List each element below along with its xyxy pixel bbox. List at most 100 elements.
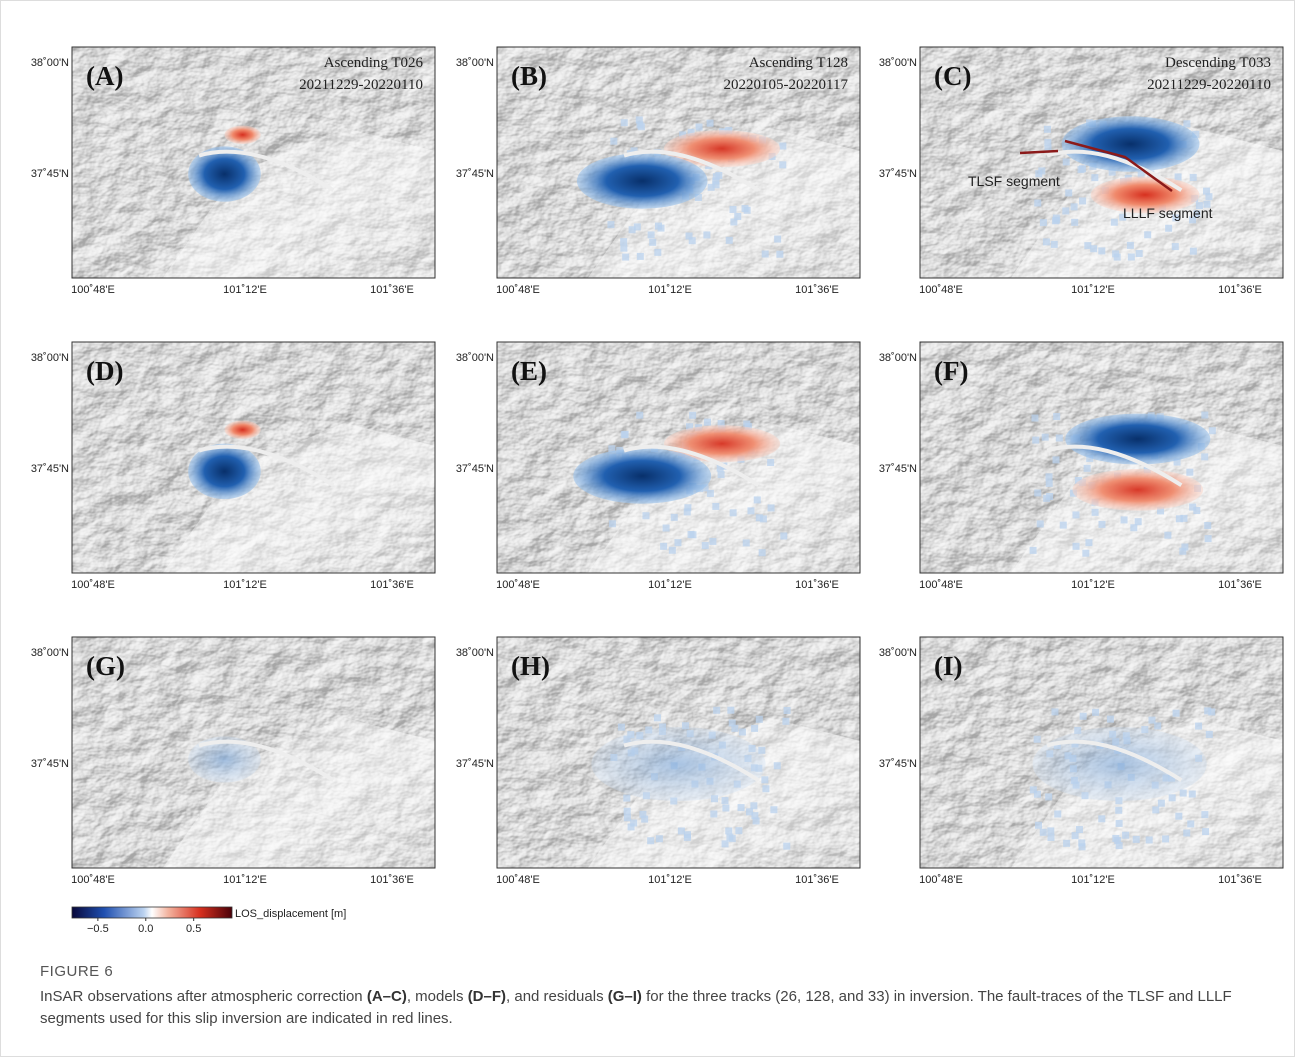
pixel xyxy=(717,471,725,479)
panel-frame xyxy=(496,636,861,869)
panel-title: Descending T033 xyxy=(1165,55,1271,71)
fault-gap xyxy=(623,739,760,782)
pixel xyxy=(1192,130,1200,138)
pixel xyxy=(1201,411,1209,419)
valley xyxy=(587,422,860,573)
caption-span: for the three tracks (26, 128, and 33) i… xyxy=(40,988,1232,1027)
pixel xyxy=(1070,203,1078,211)
panels: (A) Ascending T026 20211229-20220110 38˚00'… xyxy=(31,46,1284,886)
panel-label: (C) xyxy=(934,61,971,91)
pixel xyxy=(1092,708,1100,716)
pixel xyxy=(729,205,737,213)
pixel xyxy=(1063,839,1071,847)
pixel xyxy=(1029,546,1037,554)
deformation-patch xyxy=(1032,727,1207,802)
panel-title: Ascending T128 xyxy=(749,55,848,71)
pixel xyxy=(706,489,714,497)
map-body xyxy=(72,47,435,278)
pixel xyxy=(734,213,742,221)
caption-text: InSAR observations after atmospheric cor… xyxy=(40,986,1255,1030)
fault-gap xyxy=(198,444,335,487)
pixel xyxy=(681,722,689,730)
pixel xyxy=(1175,812,1183,820)
x-axis-label: 101˚36'E xyxy=(1218,579,1262,591)
pixel xyxy=(639,810,647,818)
pixel xyxy=(1047,827,1055,835)
y-axis-label: 38˚00'N xyxy=(456,647,494,659)
pixel xyxy=(608,520,616,528)
colorbar-tick-label: −0.5 xyxy=(87,923,109,935)
pixel xyxy=(751,724,759,732)
pixel xyxy=(617,723,625,731)
pixel xyxy=(1126,241,1134,249)
pixel xyxy=(623,794,631,802)
x-axis-label: 100˚48'E xyxy=(919,579,963,591)
pixel xyxy=(721,840,729,848)
pixel xyxy=(1072,511,1080,519)
pixel xyxy=(783,842,791,850)
pixel xyxy=(1083,464,1091,472)
pixel xyxy=(717,420,725,428)
caption-span: , models xyxy=(406,988,468,1005)
pixel xyxy=(1113,253,1121,261)
pixel xyxy=(628,226,636,234)
y-axis-label: 38˚00'N xyxy=(879,647,917,659)
pixel xyxy=(783,707,791,715)
x-axis-label: 101˚12'E xyxy=(223,284,267,296)
colorbar-tick-label: 0.0 xyxy=(138,923,153,935)
pixel xyxy=(1098,815,1106,823)
x-axis-label: 101˚12'E xyxy=(1071,579,1115,591)
pixel xyxy=(1180,514,1188,522)
figure-label: FIGURE 6 xyxy=(40,963,114,980)
map-body xyxy=(497,637,860,868)
x-axis-label: 101˚36'E xyxy=(1218,284,1262,296)
colorbar: −0.5 0.0 0.5 LOS_displacement [m] xyxy=(71,906,346,935)
pixel xyxy=(1183,120,1191,128)
pixel xyxy=(1039,219,1047,227)
pixel xyxy=(1144,231,1152,239)
pixel xyxy=(1054,810,1062,818)
pixel xyxy=(689,531,697,539)
pixel xyxy=(701,484,709,492)
pixel xyxy=(1157,507,1165,515)
pixel xyxy=(721,797,729,805)
deformation-patch xyxy=(591,727,766,802)
map-panel: (B) Ascending T128 20220105-20220117 38˚00'… xyxy=(456,46,861,296)
x-axis-label: 101˚12'E xyxy=(648,284,692,296)
pixel xyxy=(1187,820,1195,828)
panel-frame xyxy=(71,46,436,279)
pixel xyxy=(1204,522,1212,529)
pixel xyxy=(695,123,703,131)
pixel xyxy=(710,810,718,818)
pixel xyxy=(722,804,730,812)
pixel xyxy=(1195,202,1203,210)
pixel xyxy=(1181,543,1189,551)
map-panel: (D) 38˚00'N 37˚45'N 100˚48'E 101˚12'E 101˚36'… xyxy=(31,341,436,591)
pixel xyxy=(729,509,737,517)
deformation-patch xyxy=(573,448,712,504)
pixel xyxy=(1127,253,1135,261)
pixel xyxy=(750,802,758,810)
pixel xyxy=(753,496,761,504)
pixel xyxy=(730,218,738,226)
map-panel: (G) 38˚00'N 37˚45'N 100˚48'E 101˚12'E 101˚36'… xyxy=(31,636,436,886)
pixel xyxy=(670,797,678,805)
pixel xyxy=(1075,826,1083,834)
pixel xyxy=(1162,835,1170,843)
pixel xyxy=(1188,790,1196,798)
pixel xyxy=(1031,414,1039,422)
pixel xyxy=(706,119,714,127)
pixel xyxy=(1193,210,1201,218)
pixel xyxy=(1041,433,1049,441)
x-axis-label: 100˚48'E xyxy=(496,284,540,296)
fault-gap xyxy=(623,444,760,487)
x-axis-label: 101˚36'E xyxy=(370,284,414,296)
pixel xyxy=(1074,477,1082,485)
x-axis-label: 101˚36'E xyxy=(795,579,839,591)
pixel xyxy=(1043,125,1051,133)
pixel xyxy=(689,411,697,419)
x-axis-label: 100˚48'E xyxy=(71,874,115,886)
panel-frame xyxy=(919,341,1284,574)
panel-label: (A) xyxy=(86,61,123,91)
